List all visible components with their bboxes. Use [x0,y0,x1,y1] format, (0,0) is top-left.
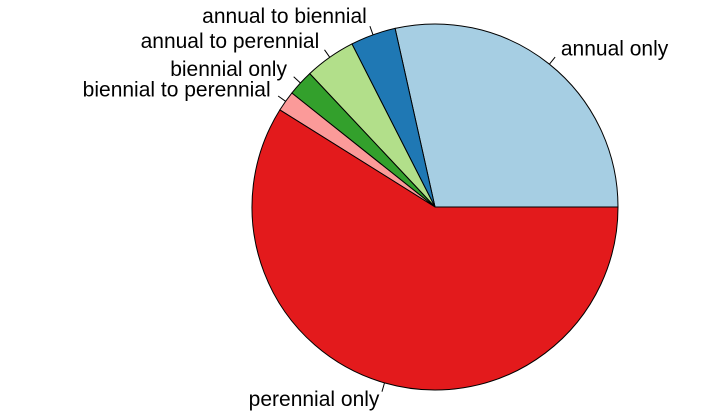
pie-slice [394,23,619,208]
leader-line [293,76,301,84]
slice-label: biennial to perennial [83,78,271,101]
leader-line [549,56,556,65]
slice-label: annual to perennial [141,30,320,53]
leader-line [324,49,331,58]
slice-label: annual only [561,37,669,60]
slice-label: annual to biennial [202,5,367,28]
slice-label: perennial only [249,388,380,411]
leader-line [277,95,286,102]
leader-line [369,26,374,35]
leader-line [381,382,385,392]
slice-label: biennial only [170,58,287,81]
pie-slice [251,109,619,391]
